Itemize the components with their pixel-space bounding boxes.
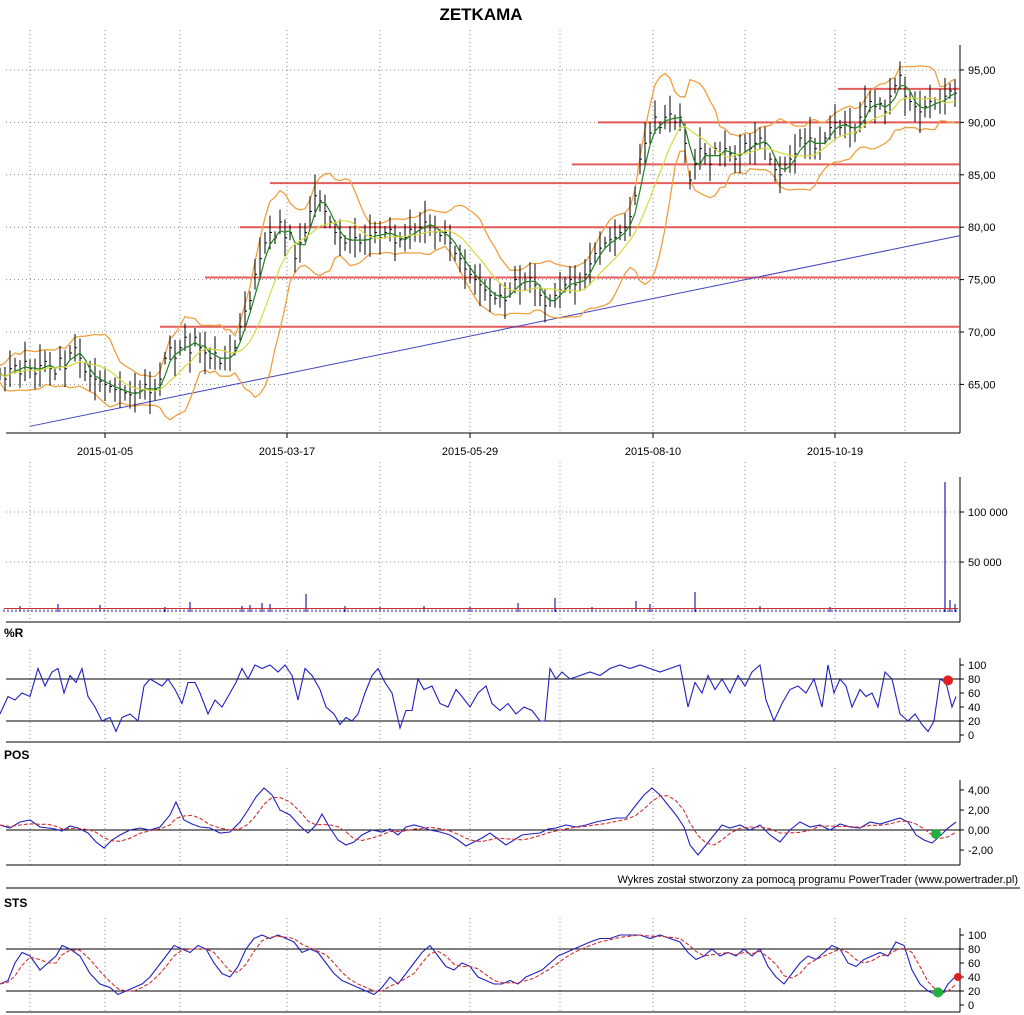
pos-buy-marker (931, 829, 941, 839)
wr-tick-label: 80 (968, 674, 980, 686)
price-tick-label: 70,00 (968, 327, 996, 339)
pos-panel-label: POS (4, 748, 29, 762)
sts-tick-label: 80 (968, 944, 980, 956)
footer-credit: Wykres został stworzony za pomocą progra… (617, 874, 1018, 886)
sts-tick-label: 0 (968, 1000, 974, 1012)
sts-tick-label: 100 (968, 930, 986, 942)
price-x-tick-label: 2015-01-05 (77, 446, 133, 458)
wr-tick-label: 0 (968, 730, 974, 742)
pos-line (0, 787, 957, 856)
bollinger-upper (0, 65, 956, 378)
bollinger-lower (0, 120, 956, 421)
wr-panel-label: %R (4, 626, 24, 640)
price-x-tick-label: 2015-03-17 (259, 446, 315, 458)
sts-signal-line (0, 934, 956, 994)
trendline (29, 235, 961, 427)
wr-tick-label: 60 (968, 688, 980, 700)
volume-tick-label: 100 000 (968, 507, 1008, 519)
sma-long-line (0, 96, 956, 392)
sts-tick-label: 40 (968, 972, 980, 984)
price-x-tick-label: 2015-05-29 (442, 446, 498, 458)
price-tick-label: 75,00 (968, 275, 996, 287)
price-x-tick-label: 2015-10-19 (807, 446, 863, 458)
pos-tick-label: 2,00 (968, 805, 989, 817)
price-tick-label: 90,00 (968, 117, 996, 129)
chart-title: ZETKAMA (439, 5, 522, 24)
price-tick-label: 85,00 (968, 170, 996, 182)
sts-panel-label: STS (4, 896, 27, 910)
wr-line (0, 663, 957, 733)
price-tick-label: 65,00 (968, 379, 996, 391)
wr-tick-label: 20 (968, 716, 980, 728)
volume-tick-label: 50 000 (968, 557, 1002, 569)
sts-line (0, 934, 956, 996)
wr-sell-marker (943, 675, 953, 686)
pos-signal-line (0, 795, 957, 846)
sts-tick-label: 20 (968, 986, 980, 998)
price-x-tick-label: 2015-08-10 (625, 446, 681, 458)
wr-tick-label: 100 (968, 660, 986, 672)
sma-short-line (0, 85, 956, 395)
pos-tick-label: 4,00 (968, 785, 989, 797)
sts-buy-marker (933, 987, 943, 998)
wr-tick-label: 40 (968, 702, 980, 714)
sts-sell-marker (954, 973, 962, 981)
price-tick-label: 80,00 (968, 222, 996, 234)
pos-tick-label: 0,00 (968, 825, 989, 837)
pos-tick-label: -2,00 (968, 845, 993, 857)
sts-tick-label: 60 (968, 958, 980, 970)
price-tick-label: 95,00 (968, 65, 996, 77)
